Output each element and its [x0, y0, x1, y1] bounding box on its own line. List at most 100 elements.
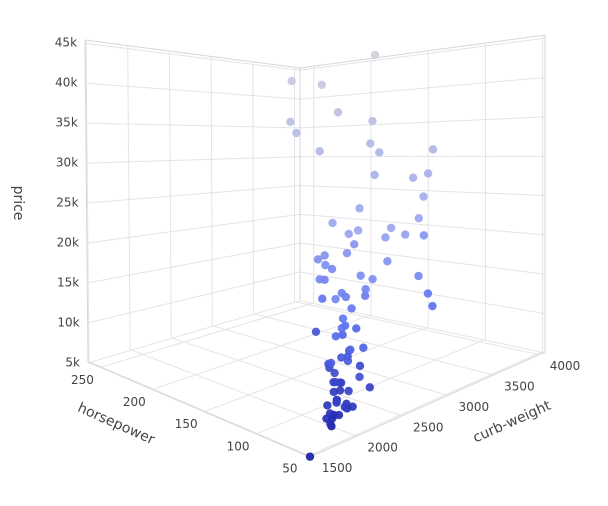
y-tick-label: 3000: [459, 400, 490, 414]
data-point: [370, 171, 378, 179]
x-tick-label: 150: [175, 417, 198, 431]
data-point: [356, 362, 364, 370]
data-point: [355, 204, 363, 212]
z-tick-label: 10k: [57, 315, 79, 329]
data-point: [387, 224, 395, 232]
data-point: [366, 383, 374, 391]
z-grid-line: [87, 185, 300, 203]
data-point: [339, 314, 347, 322]
data-point: [312, 328, 320, 336]
data-point: [356, 271, 364, 279]
z-tick-label: 25k: [56, 196, 78, 210]
data-point: [331, 295, 339, 303]
data-point: [329, 378, 337, 386]
data-point: [428, 302, 436, 310]
box-edge: [300, 35, 545, 68]
x-grid-line: [204, 327, 428, 412]
data-point: [366, 139, 374, 147]
data-point: [292, 129, 300, 137]
y-grid-line: [128, 46, 130, 350]
data-point: [314, 255, 322, 263]
y-tick-label: 2000: [367, 441, 398, 455]
data-point: [409, 174, 417, 182]
x-tick-label: 50: [282, 462, 297, 476]
data-point: [424, 169, 432, 177]
data-point: [326, 420, 334, 428]
z-grid-line: [85, 43, 300, 70]
data-point: [323, 401, 331, 409]
data-point: [346, 345, 354, 353]
z-grid-line: [87, 214, 300, 243]
y-grid-line: [169, 51, 171, 338]
points: [286, 51, 437, 461]
z-tick-label: 45k: [55, 36, 77, 50]
y-grid-line: [253, 62, 254, 314]
data-point: [315, 147, 323, 155]
data-point: [330, 369, 338, 377]
z-grid-line: [85, 83, 300, 99]
x-tick-label: 100: [227, 439, 250, 453]
data-point: [383, 257, 391, 265]
y-tick-label: 2500: [413, 420, 444, 434]
data-point: [338, 324, 346, 332]
y-tick-label: 4000: [550, 359, 581, 373]
data-point: [352, 324, 360, 332]
data-point: [355, 373, 363, 381]
data-point: [368, 117, 376, 125]
data-point: [321, 261, 329, 269]
data-point: [332, 332, 340, 340]
data-point: [361, 285, 369, 293]
box-edge: [85, 40, 300, 68]
z-grid-line: [88, 272, 300, 323]
x-tick-label: 200: [123, 395, 146, 409]
y-grid-line: [171, 338, 402, 416]
data-point: [381, 233, 389, 241]
data-point: [354, 226, 362, 234]
y-grid-line: [211, 56, 212, 325]
data-point: [344, 357, 352, 365]
data-point: [414, 272, 422, 280]
z-grid-line: [88, 301, 300, 363]
data-point: [401, 230, 409, 238]
y-grid-line: [130, 350, 357, 436]
data-point: [419, 192, 427, 200]
x-tick-label: 250: [71, 373, 94, 387]
z-grid-line: [86, 123, 300, 128]
z-tick-label: 15k: [57, 276, 79, 290]
z-grid-line: [300, 38, 545, 70]
data-point: [415, 214, 423, 222]
data-point: [338, 289, 346, 297]
y-tick-label: 3500: [504, 380, 535, 394]
y-grid-line: [253, 314, 493, 375]
data-point: [318, 81, 326, 89]
z-tick-label: 30k: [56, 156, 78, 170]
z-grid-line: [300, 156, 545, 157]
data-point: [424, 289, 432, 297]
z-grid-line: [87, 243, 300, 283]
data-point: [371, 51, 379, 59]
y-tick-label: 1500: [322, 461, 353, 475]
data-point: [429, 145, 437, 153]
data-point: [343, 249, 351, 257]
grid: [85, 35, 545, 457]
z-axis-title: price: [10, 186, 26, 221]
data-point: [341, 403, 349, 411]
data-point: [344, 387, 352, 395]
data-point: [359, 344, 367, 352]
z-grid-line: [300, 272, 545, 314]
z-grid-line: [300, 243, 545, 274]
data-point: [328, 219, 336, 227]
data-point: [345, 230, 353, 238]
z-tick-label: 40k: [55, 76, 77, 90]
z-grid-line: [300, 77, 545, 99]
z-tick-label: 20k: [57, 236, 79, 250]
z-grid-line: [300, 117, 545, 128]
data-point: [368, 275, 376, 283]
data-point: [287, 77, 295, 85]
data-point: [375, 148, 383, 156]
z-grid-line: [86, 157, 300, 163]
data-point: [306, 452, 314, 460]
data-point: [333, 396, 341, 404]
data-point: [347, 304, 355, 312]
